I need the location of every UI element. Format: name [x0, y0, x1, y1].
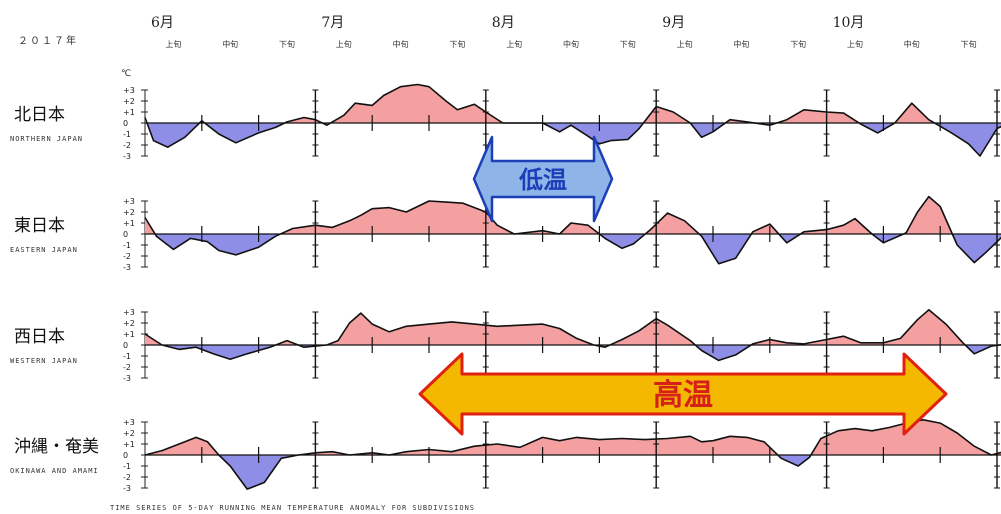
region-name-en: EASTERN JAPAN	[10, 246, 78, 254]
region-panel: 北日本 NORTHERN JAPAN ℃ +3 +2 +1 0 -1 -2 -3	[10, 69, 1001, 161]
negative-anomaly-area	[145, 455, 1001, 490]
y-tick-label: 0	[123, 230, 128, 239]
cold-arrow-shape	[472, 135, 614, 223]
chart-header: ２０１７年	[18, 34, 78, 47]
y-tick-label: 0	[123, 119, 128, 128]
dekad-label: 下旬	[961, 39, 977, 49]
dekad-label: 上旬	[336, 39, 352, 49]
dekad-label: 下旬	[790, 39, 806, 49]
month-label: 6月	[151, 15, 174, 31]
y-tick-label: +2	[123, 429, 135, 438]
y-tick-label: +1	[123, 219, 135, 228]
negative-anomaly-area	[145, 234, 1001, 264]
region-name-jp: 北日本	[14, 105, 65, 125]
region-panel: 東日本 EASTERN JAPAN +3 +2 +1 0 -1 -2 -3	[10, 195, 1001, 272]
y-tick-label: -3	[123, 152, 131, 161]
region-name-jp: 沖縄・奄美	[14, 437, 99, 457]
y-tick-label: +2	[123, 208, 135, 217]
month-label: 10月	[833, 15, 865, 31]
negative-anomaly-area	[145, 345, 1001, 361]
dekad-label: 下旬	[449, 39, 465, 49]
y-tick-label: -3	[123, 374, 131, 383]
month-label: 8月	[492, 15, 515, 31]
dekad-label: 中旬	[393, 39, 409, 49]
negative-anomaly-area	[145, 123, 1001, 156]
anomaly-line	[144, 309, 1001, 362]
region-name-jp: 東日本	[14, 216, 65, 236]
region-name-en: NORTHERN JAPAN	[10, 135, 83, 143]
dekad-label: 下旬	[279, 39, 295, 49]
unit-label: ℃	[121, 69, 131, 79]
y-tick-label: -1	[123, 130, 131, 139]
warm-arrow-shape	[418, 352, 948, 436]
dekad-label: 下旬	[620, 39, 636, 49]
y-tick-label: -1	[123, 462, 131, 471]
y-tick-label: 0	[123, 341, 128, 350]
y-tick-label: -2	[123, 141, 131, 150]
positive-anomaly-area	[145, 309, 1001, 345]
y-tick-label: +3	[123, 308, 135, 317]
cold-label: 低温	[518, 166, 567, 194]
y-tick-label: 0	[123, 451, 128, 460]
y-tick-label: -3	[123, 263, 131, 272]
warm-arrow: 高温	[418, 352, 948, 436]
anomaly-line	[144, 195, 1001, 265]
y-tick-label: +2	[123, 97, 135, 106]
y-tick-label: +3	[123, 86, 135, 95]
y-tick-label: +1	[123, 108, 135, 117]
y-tick-label: +2	[123, 319, 135, 328]
region-panels: 北日本 NORTHERN JAPAN ℃ +3 +2 +1 0 -1 -2 -3 東日本 EASTER…	[10, 69, 1001, 493]
positive-anomaly-area	[145, 84, 1001, 123]
dekad-label: 上旬	[165, 39, 181, 49]
y-tick-label: +1	[123, 330, 135, 339]
chart-caption: TIME SERIES OF 5-DAY RUNNING MEAN TEMPER…	[110, 504, 475, 512]
y-tick-label: +3	[123, 418, 135, 427]
y-tick-label: -2	[123, 252, 131, 261]
region-panel: 西日本 WESTERN JAPAN +3 +2 +1 0 -1 -2 -3	[10, 308, 1001, 383]
region-name-jp: 西日本	[14, 327, 65, 347]
positive-anomaly-area	[145, 196, 1001, 234]
y-tick-label: -2	[123, 363, 131, 372]
anomaly-line	[144, 419, 1001, 490]
month-label: 7月	[321, 15, 344, 31]
dekad-label: 上旬	[677, 39, 693, 49]
y-tick-label: -2	[123, 473, 131, 482]
month-label: 9月	[662, 15, 685, 31]
dekad-label: 中旬	[904, 39, 920, 49]
dekad-label: 中旬	[733, 39, 749, 49]
dekad-label: 上旬	[506, 39, 522, 49]
cold-arrow: 低温	[472, 135, 614, 223]
anomaly-line	[144, 83, 1001, 157]
y-tick-label: -1	[123, 352, 131, 361]
y-tick-label: -3	[123, 484, 131, 493]
y-tick-label: +1	[123, 440, 135, 449]
dekad-label: 中旬	[222, 39, 238, 49]
y-tick-label: -1	[123, 241, 131, 250]
region-panel: 沖縄・奄美 OKINAWA AND AMAMI +3 +2 +1 0 -1 -2 -3	[10, 418, 1001, 493]
region-name-en: WESTERN JAPAN	[10, 357, 78, 365]
dekad-label: 上旬	[847, 39, 863, 49]
warm-label: 高温	[653, 378, 713, 413]
dekad-label: 中旬	[563, 39, 579, 49]
y-tick-label: +3	[123, 197, 135, 206]
region-name-en: OKINAWA AND AMAMI	[10, 467, 99, 475]
year-label: ２０１７年	[18, 34, 78, 47]
